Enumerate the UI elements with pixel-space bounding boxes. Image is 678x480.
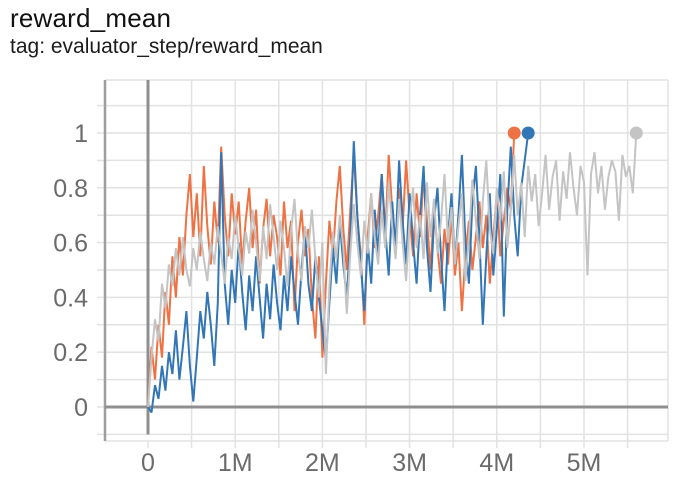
- x-tick-label: 4M: [479, 449, 514, 477]
- x-tick-label: 1M: [218, 449, 253, 477]
- series-group: [147, 132, 638, 414]
- y-tick-label: 0.8: [53, 175, 88, 203]
- blue-run-line: [147, 132, 530, 414]
- y-tick-label: 0.2: [53, 339, 88, 367]
- y-tick-label: 0: [74, 394, 88, 422]
- chart-tag-subtitle: tag: evaluator_step/reward_mean: [10, 34, 323, 58]
- orange-run-final-marker: [507, 126, 521, 140]
- tick-labels-group: 0 1M 2M 3M 4M 5M 0 0.2 0.4 0.6 0.8 1: [53, 120, 601, 477]
- gray-run-final-marker: [629, 126, 643, 140]
- chart-header: reward_mean tag: evaluator_step/reward_m…: [10, 3, 323, 60]
- x-tick-label: 2M: [305, 449, 340, 477]
- x-tick-label: 3M: [392, 449, 427, 477]
- end-markers-group: [507, 126, 643, 140]
- chart-title: reward_mean: [10, 3, 172, 33]
- y-tick-label: 1: [74, 120, 88, 148]
- y-tick-label: 0.6: [53, 230, 88, 258]
- gray-run-line: [147, 132, 638, 408]
- y-tick-label: 0.4: [53, 284, 88, 312]
- x-tick-label: 5M: [567, 449, 602, 477]
- x-tick-label: 0: [141, 449, 155, 477]
- blue-run-final-marker: [521, 126, 535, 140]
